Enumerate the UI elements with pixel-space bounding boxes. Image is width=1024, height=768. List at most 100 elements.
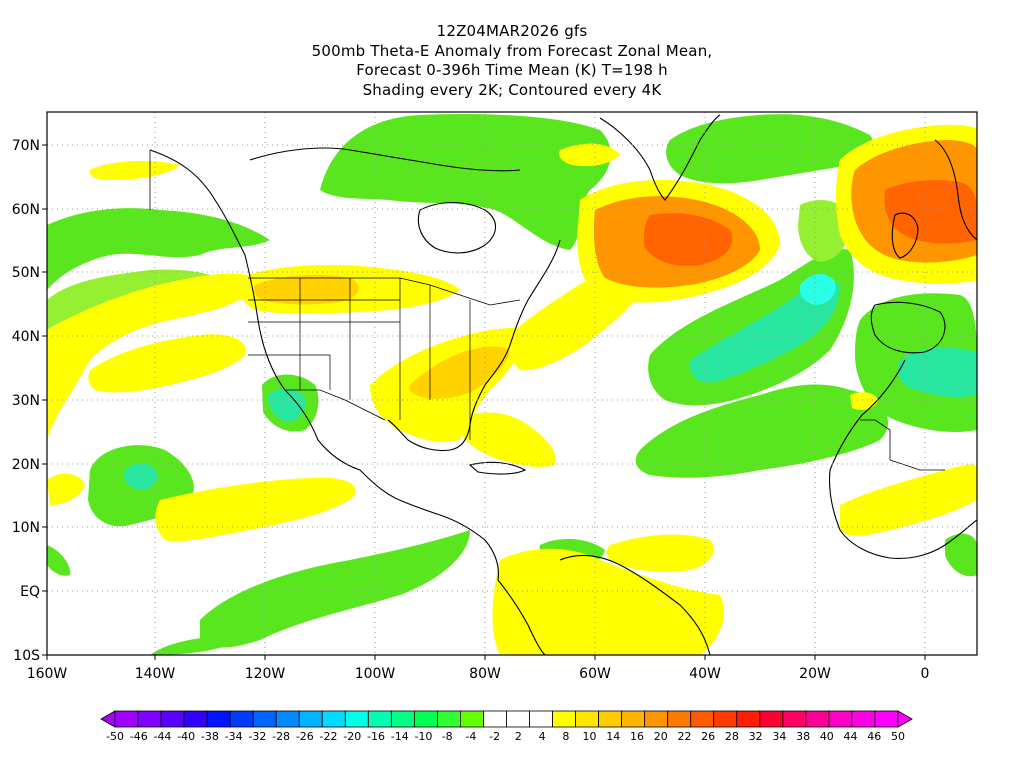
colorbar-arrow-left bbox=[100, 710, 116, 728]
colorbar-swatch bbox=[805, 710, 830, 728]
colorbar-label: 4 bbox=[539, 730, 546, 743]
green-region-greenland-east bbox=[666, 114, 874, 184]
yellow-region-north-pacific bbox=[47, 273, 260, 440]
colorbar-swatch bbox=[828, 710, 853, 728]
coast-greenland bbox=[599, 114, 721, 201]
colorbar-label: 28 bbox=[725, 730, 739, 743]
colorbar-swatch bbox=[206, 710, 231, 728]
yellow-region-africa bbox=[840, 464, 977, 536]
colorbar-label: -44 bbox=[153, 730, 171, 743]
colorbar-label: 38 bbox=[796, 730, 810, 743]
colorbar-label: 46 bbox=[867, 730, 881, 743]
yellow-region-pacific-mid bbox=[88, 334, 246, 393]
yellow-region-south-america bbox=[492, 548, 724, 655]
colorbar-label: 44 bbox=[844, 730, 858, 743]
coast-south-america bbox=[497, 554, 711, 655]
colorbar-label: -40 bbox=[177, 730, 195, 743]
colorbar-label: -22 bbox=[320, 730, 338, 743]
colorbar-label: -14 bbox=[391, 730, 409, 743]
colorbar-label: 8 bbox=[562, 730, 569, 743]
lat-label-60n: 60N bbox=[12, 202, 40, 218]
colorbar-label: -4 bbox=[465, 730, 476, 743]
colorbar-label: 14 bbox=[606, 730, 620, 743]
coast-east-us bbox=[387, 239, 561, 452]
coast-hudson bbox=[417, 202, 497, 254]
colorbar-swatch bbox=[390, 710, 415, 728]
colorbar-swatch bbox=[137, 710, 162, 728]
lat-label-30n: 30N bbox=[12, 393, 40, 409]
colorbar-swatch bbox=[759, 710, 784, 728]
colorbar-swatch bbox=[413, 710, 438, 728]
title-line-2: 500mb Theta-E Anomaly from Forecast Zona… bbox=[311, 41, 713, 60]
colorbar-swatch bbox=[575, 710, 600, 728]
colorbar-swatch bbox=[506, 710, 530, 728]
colorbar-label: -8 bbox=[442, 730, 453, 743]
green-region-pacific-east bbox=[47, 545, 71, 576]
colorbar-swatch bbox=[160, 710, 185, 728]
green-region-eq-pacific bbox=[200, 530, 470, 648]
coast-scandinavia bbox=[934, 139, 977, 241]
colorbar-swatch bbox=[713, 710, 738, 728]
colorbar-swatch bbox=[114, 710, 139, 728]
colorbar-swatch bbox=[367, 710, 392, 728]
colorbar-label: 32 bbox=[749, 730, 763, 743]
cyan-bright-region-atlantic bbox=[799, 274, 836, 305]
colorbar-label: -46 bbox=[130, 730, 148, 743]
colorbar-label: 26 bbox=[701, 730, 715, 743]
colorbar-swatch bbox=[552, 710, 576, 728]
colorbar-label: -32 bbox=[248, 730, 266, 743]
colorbar-swatch bbox=[275, 710, 300, 728]
colorbar: -50 -46 -44 -40 -38 -34 -32 -28 -26 -22 -20 -16 -14-… bbox=[100, 710, 913, 743]
lon-label-60w: 60W bbox=[579, 666, 611, 682]
colorbar-label: 16 bbox=[630, 730, 644, 743]
colorbar-swatch bbox=[321, 710, 346, 728]
colorbar-label: -50 bbox=[106, 730, 124, 743]
title-line-3: Forecast 0-396h Time Mean (K) T=198 h bbox=[356, 61, 668, 79]
coast-canada-arctic bbox=[249, 147, 521, 172]
colorbar-swatch bbox=[460, 710, 484, 728]
colorbar-swatch bbox=[483, 710, 507, 728]
lon-label-40w: 40W bbox=[689, 666, 721, 682]
colorbar-label: -16 bbox=[367, 730, 385, 743]
colorbar-swatch bbox=[736, 710, 761, 728]
lon-label-160w: 160W bbox=[27, 666, 68, 682]
colorbar-label: 22 bbox=[677, 730, 691, 743]
yellow-region-northwest bbox=[89, 160, 180, 180]
colorbar-swatch bbox=[621, 710, 646, 728]
axis-ticks bbox=[42, 144, 926, 660]
coast-iberia bbox=[870, 301, 946, 354]
colorbar-label: -34 bbox=[225, 730, 243, 743]
coast-north-america bbox=[149, 149, 499, 581]
colorbar-swatch bbox=[437, 710, 461, 728]
yellow-region-equatorial-atl bbox=[606, 534, 714, 573]
green-region-eq-pacific2 bbox=[150, 635, 250, 655]
yellow-region-gulf bbox=[455, 412, 556, 468]
colorbar-label: -2 bbox=[489, 730, 500, 743]
colorbar-label: 20 bbox=[654, 730, 668, 743]
red-region-north-atlantic bbox=[643, 213, 733, 266]
colorbar-label: -10 bbox=[414, 730, 432, 743]
yellow-region-africa-small bbox=[850, 392, 878, 410]
orange-region-southeast-us bbox=[409, 346, 510, 399]
colorbar-label: 10 bbox=[583, 730, 597, 743]
colorbar-swatch bbox=[229, 710, 254, 728]
colorbar-swatch bbox=[344, 710, 369, 728]
coastlines bbox=[149, 114, 977, 655]
map-border bbox=[46, 111, 978, 656]
yellow-region-arctic bbox=[559, 143, 620, 167]
lat-label-10s: 10S bbox=[13, 648, 40, 664]
lat-label-20n: 20N bbox=[12, 457, 40, 473]
colorbar-swatch bbox=[851, 710, 876, 728]
colorbar-label: -28 bbox=[272, 730, 290, 743]
green-region-pacific-core bbox=[124, 463, 158, 490]
colorbar-swatch bbox=[183, 710, 208, 728]
colorbar-swatch bbox=[667, 710, 692, 728]
title-line-4: Shading every 2K; Contoured every 4K bbox=[362, 80, 662, 99]
green-region-arctic bbox=[320, 113, 611, 250]
colorbar-swatch bbox=[874, 710, 899, 728]
lon-label-140w: 140W bbox=[135, 666, 176, 682]
red-region-europe-north bbox=[884, 180, 977, 244]
lon-label-0: 0 bbox=[921, 666, 930, 682]
colorbar-label: 40 bbox=[820, 730, 834, 743]
